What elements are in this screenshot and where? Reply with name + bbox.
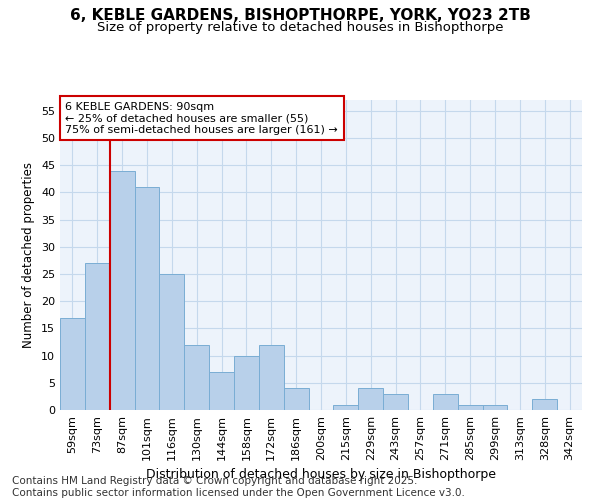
Bar bbox=[259, 344, 284, 410]
X-axis label: Distribution of detached houses by size in Bishopthorpe: Distribution of detached houses by size … bbox=[146, 468, 496, 481]
Text: 6, KEBLE GARDENS, BISHOPTHORPE, YORK, YO23 2TB: 6, KEBLE GARDENS, BISHOPTHORPE, YORK, YO… bbox=[70, 8, 530, 22]
Bar bbox=[110, 170, 134, 410]
Bar bbox=[482, 404, 508, 410]
Text: 6 KEBLE GARDENS: 90sqm
← 25% of detached houses are smaller (55)
75% of semi-det: 6 KEBLE GARDENS: 90sqm ← 25% of detached… bbox=[65, 102, 338, 134]
Bar bbox=[160, 274, 184, 410]
Bar bbox=[334, 404, 358, 410]
Bar bbox=[433, 394, 458, 410]
Bar bbox=[458, 404, 482, 410]
Text: Size of property relative to detached houses in Bishopthorpe: Size of property relative to detached ho… bbox=[97, 21, 503, 34]
Y-axis label: Number of detached properties: Number of detached properties bbox=[22, 162, 35, 348]
Bar bbox=[532, 399, 557, 410]
Bar bbox=[284, 388, 308, 410]
Bar bbox=[383, 394, 408, 410]
Bar bbox=[184, 344, 209, 410]
Bar bbox=[209, 372, 234, 410]
Bar bbox=[60, 318, 85, 410]
Bar bbox=[234, 356, 259, 410]
Bar bbox=[134, 187, 160, 410]
Bar bbox=[358, 388, 383, 410]
Text: Contains HM Land Registry data © Crown copyright and database right 2025.
Contai: Contains HM Land Registry data © Crown c… bbox=[12, 476, 465, 498]
Bar bbox=[85, 263, 110, 410]
